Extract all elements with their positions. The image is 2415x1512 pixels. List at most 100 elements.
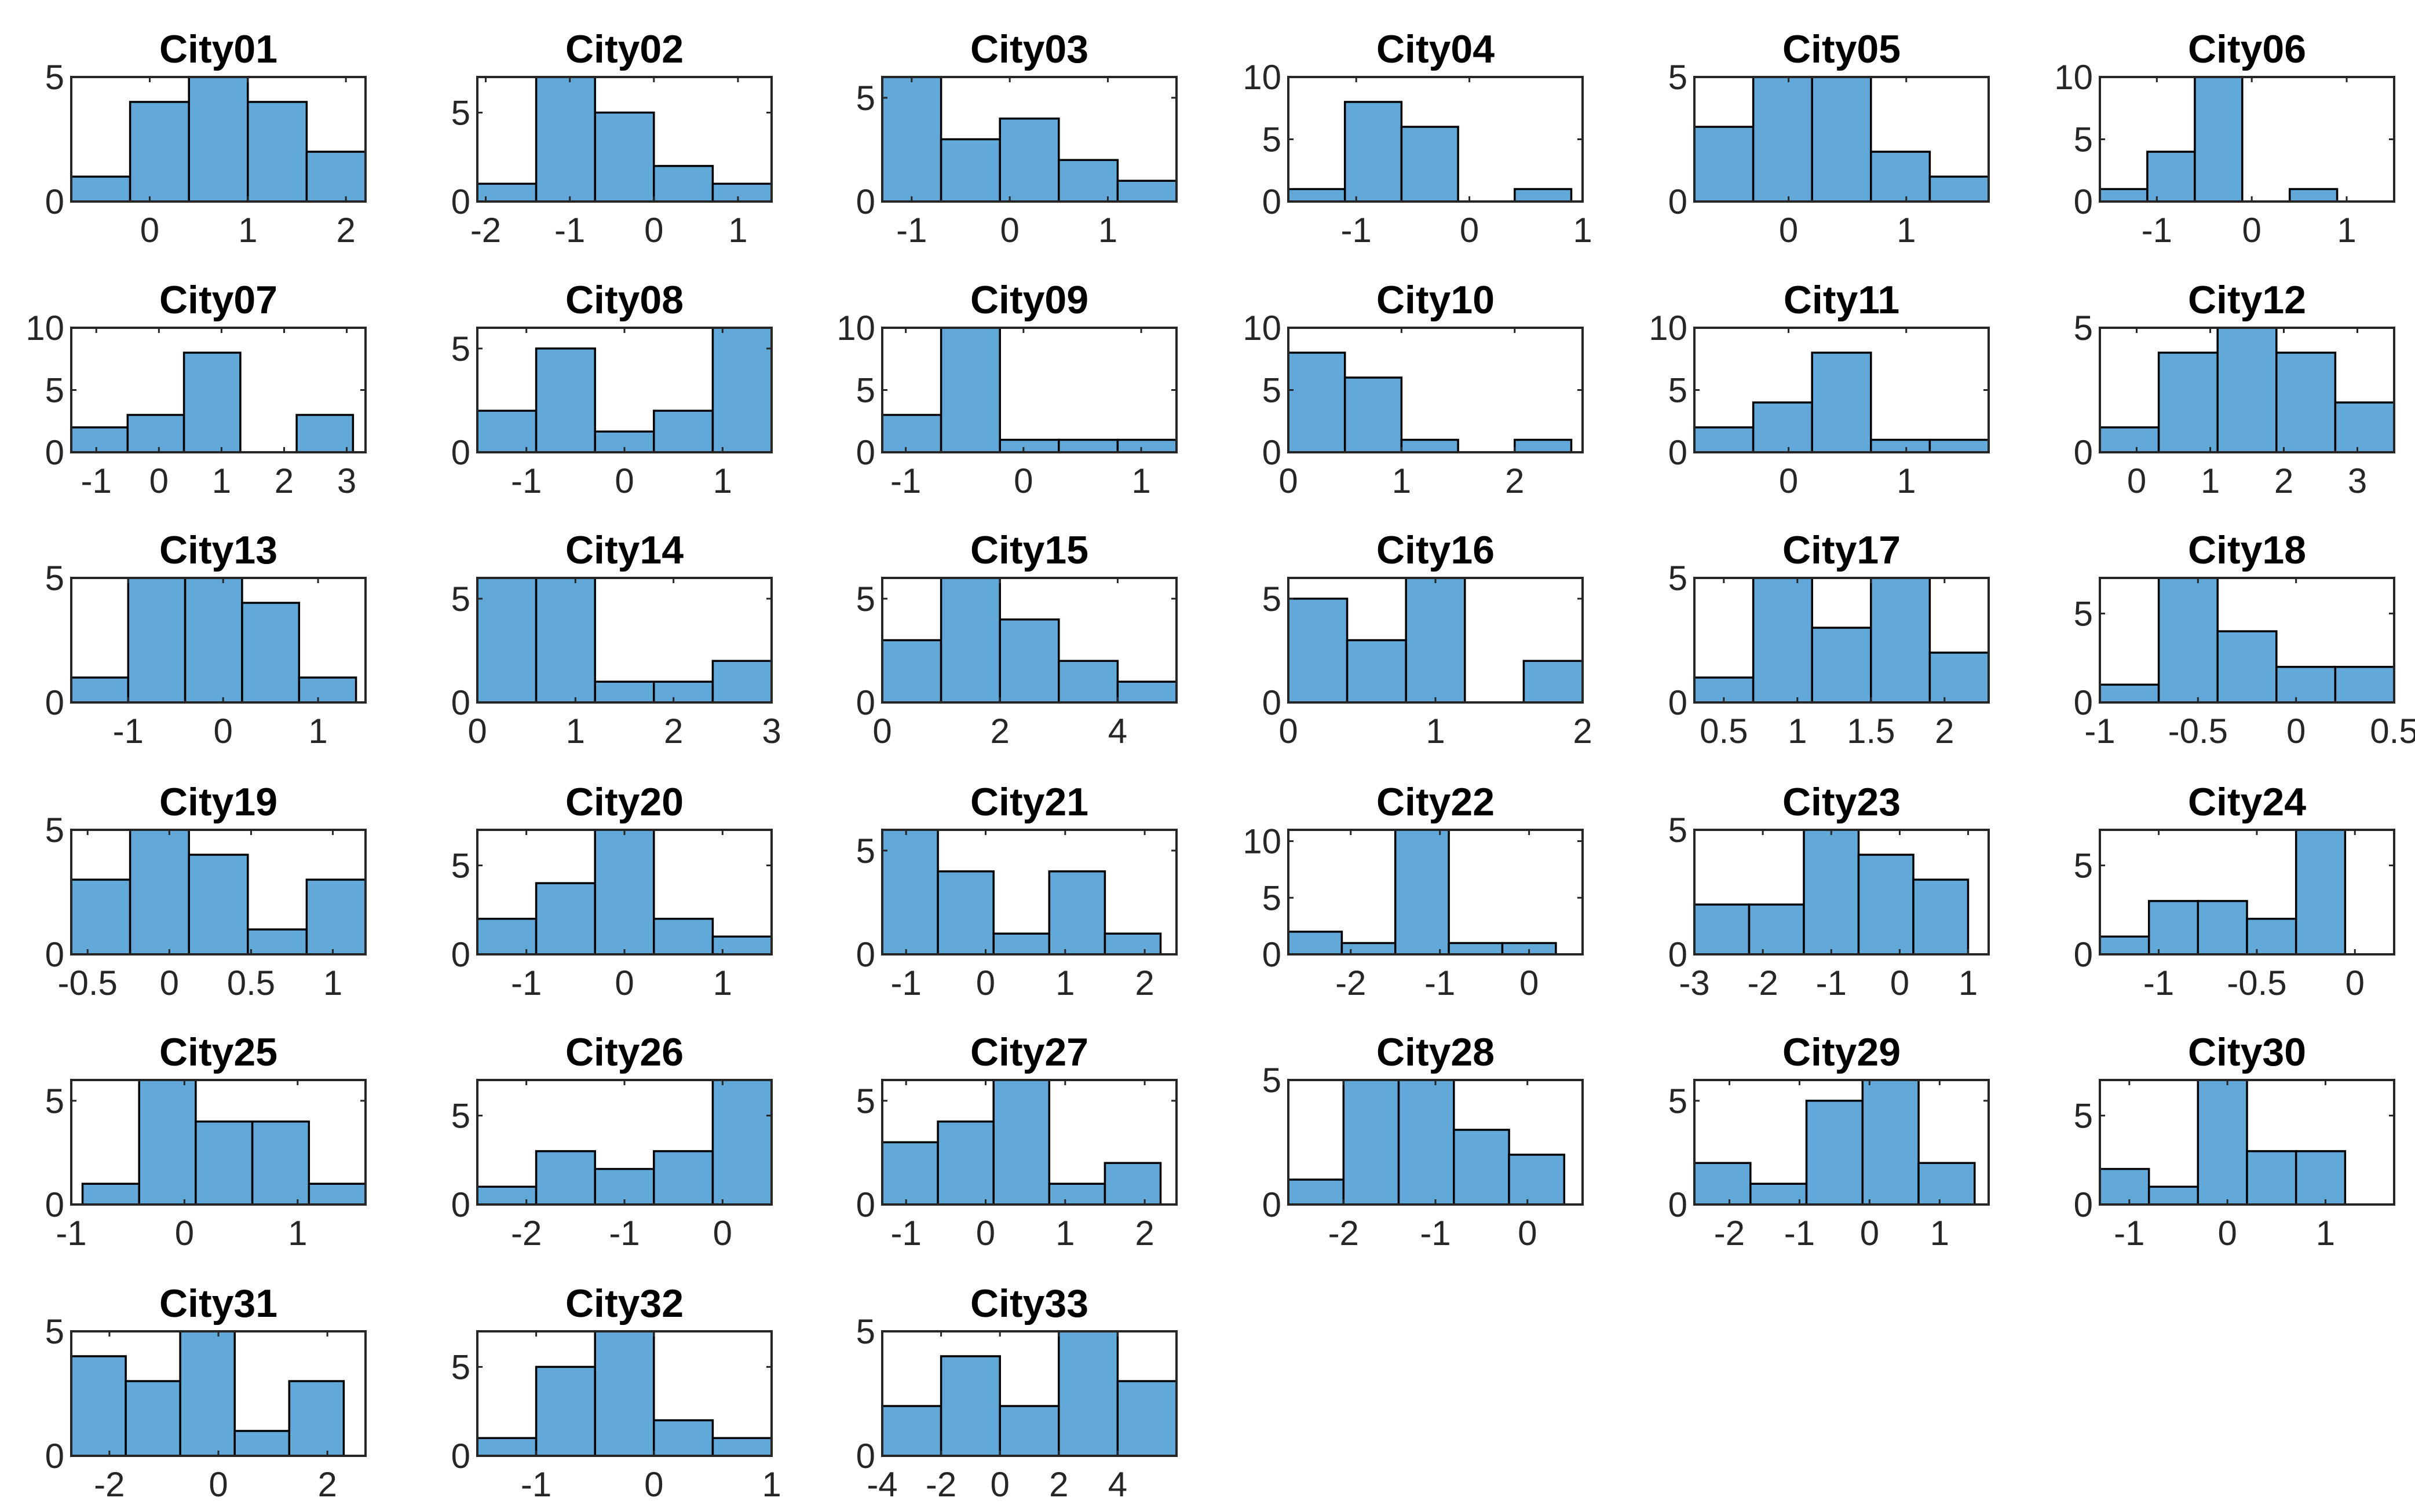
x-tick-label: 0 [2345, 964, 2365, 1002]
y-tick-label: 5 [1668, 559, 1687, 598]
y-tick-label: 0 [856, 683, 875, 722]
x-tick-label: 2 [1505, 462, 1524, 500]
histogram-bar [476, 1185, 538, 1206]
histogram-bar [1287, 1178, 1345, 1206]
chart-title: City02 [565, 27, 684, 71]
x-tick-label: -2 [1747, 964, 1778, 1002]
histogram-bar [182, 352, 242, 453]
histogram-bar [711, 1079, 773, 1206]
histogram-bar [1870, 438, 1931, 453]
x-tick-label: 1 [1098, 211, 1117, 250]
x-tick-label: -2 [470, 211, 501, 250]
x-tick-label: 1 [1788, 712, 1807, 750]
histogram-city20: -1 0 1 0 5 City20 [451, 780, 773, 1002]
x-tick-label: -0.5 [2227, 964, 2286, 1002]
histogram-bar [2216, 630, 2278, 704]
histogram-bar [1287, 188, 1346, 203]
histogram-bar [70, 1355, 127, 1457]
histogram-bar [1693, 1162, 1752, 1206]
x-tick-label: 4 [1108, 1465, 1127, 1504]
axes-frame [2099, 76, 2395, 203]
histogram-city29: -2 -1 0 1 0 5 City29 [1668, 1030, 1990, 1253]
x-tick-label: -1 [609, 1214, 640, 1253]
x-tick-label: 1 [762, 1465, 781, 1504]
chart-title: City28 [1376, 1030, 1495, 1074]
x-tick-label: 0 [214, 712, 233, 750]
y-tick-label: 5 [856, 79, 875, 118]
histogram-bar [2099, 188, 2149, 203]
histogram-bar [129, 101, 190, 203]
axes-frame [2099, 1079, 2395, 1206]
y-tick-label: 10 [25, 309, 64, 347]
chart-title: City09 [970, 278, 1088, 322]
y-tick-label: 0 [45, 935, 64, 974]
histogram-bar [138, 1079, 197, 1206]
y-tick-label: 0 [1668, 935, 1687, 974]
y-tick-label: 5 [1668, 811, 1687, 850]
axes-frame [70, 76, 367, 203]
x-tick-label: -2 [1714, 1214, 1745, 1253]
histogram-bar [247, 928, 308, 955]
histogram-bar [188, 76, 249, 203]
x-tick-label: -1 [1784, 1214, 1815, 1253]
histogram-bar [937, 1120, 995, 1206]
histogram-bar [653, 1419, 714, 1457]
x-tick-label: -1 [1341, 211, 1372, 250]
x-tick-label: -3 [1679, 964, 1709, 1002]
histogram-bar [288, 1380, 345, 1457]
histogram-bar [476, 1437, 538, 1457]
histogram-bar [535, 882, 596, 955]
y-tick-label: 5 [451, 1096, 470, 1135]
histogram-city23: -3 -2 -1 0 1 0 5 City23 [1668, 780, 1990, 1002]
histogram-bar [1405, 577, 1466, 704]
histogram-bar [1928, 438, 1990, 453]
x-tick-label: -1 [896, 211, 927, 250]
histogram-bar [940, 327, 1001, 453]
x-tick-label: -1 [113, 712, 144, 750]
chart-title: City33 [970, 1282, 1088, 1326]
y-tick-label: 0 [2074, 935, 2093, 974]
chart-title: City01 [159, 27, 277, 71]
x-tick-label: 1 [728, 211, 747, 250]
histogram-bar [881, 1405, 942, 1457]
histogram-bar [992, 932, 1051, 955]
x-tick-label: 0 [1460, 211, 1479, 250]
axes-frame [881, 1330, 1178, 1457]
histogram-bar [1748, 903, 1805, 955]
axes-frame [881, 829, 1178, 955]
x-tick-label: 0 [1000, 211, 1019, 250]
axes-frame [1693, 1079, 1990, 1206]
histogram-bar [940, 1355, 1001, 1457]
x-tick-label: 1 [2337, 211, 2356, 250]
histogram-bar [881, 1141, 939, 1206]
y-tick-label: 5 [45, 1082, 64, 1121]
y-tick-label: 5 [1262, 1061, 1281, 1100]
histogram-bar [1752, 577, 1813, 704]
histogram-bar [940, 138, 1001, 203]
x-tick-label: -2 [1335, 964, 1366, 1002]
chart-title: City11 [1784, 278, 1899, 322]
axes-frame [881, 76, 1178, 203]
histogram-bar [2099, 426, 2160, 453]
histogram-bar [1342, 1079, 1400, 1206]
x-tick-label: 1 [1959, 964, 1978, 1002]
histogram-bar [1912, 878, 1970, 955]
y-tick-label: 0 [1668, 433, 1687, 472]
histogram-bar [251, 1120, 310, 1206]
histogram-bar [2147, 900, 2200, 955]
y-tick-label: 5 [1668, 371, 1687, 410]
y-tick-label: 0 [2074, 1185, 2093, 1224]
axes-frame [881, 577, 1178, 704]
histogram-bar [241, 602, 301, 704]
histogram-bar [1448, 942, 1504, 955]
x-tick-label: -1 [890, 462, 921, 500]
chart-title: City31 [159, 1282, 277, 1326]
chart-title: City18 [2188, 528, 2306, 572]
histogram-bar [653, 680, 714, 704]
y-tick-label: 5 [45, 811, 64, 850]
y-tick-label: 5 [451, 1348, 470, 1386]
x-tick-label: 1 [308, 712, 327, 750]
histogram-bar [1752, 76, 1813, 203]
histogram-bar [184, 577, 243, 704]
